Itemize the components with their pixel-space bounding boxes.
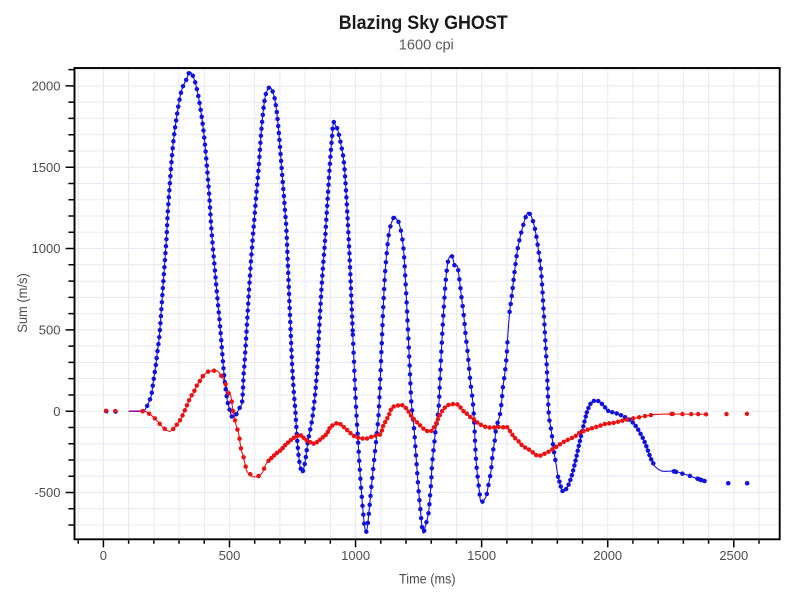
svg-text:2500: 2500 [719,548,748,563]
svg-text:500: 500 [39,323,61,338]
svg-text:500: 500 [219,548,241,563]
svg-text:Sum (m/s): Sum (m/s) [14,273,30,333]
svg-text:Blazing Sky GHOST: Blazing Sky GHOST [339,12,508,34]
svg-text:1000: 1000 [341,548,370,563]
svg-text:2000: 2000 [593,548,622,563]
svg-text:-500: -500 [34,485,60,500]
svg-text:1000: 1000 [32,241,61,256]
svg-text:1500: 1500 [32,160,61,175]
svg-text:0: 0 [53,404,60,419]
svg-text:2000: 2000 [32,79,61,94]
svg-text:Time (ms): Time (ms) [399,570,456,586]
svg-text:1600 cpi: 1600 cpi [399,38,454,54]
svg-text:0: 0 [100,548,107,563]
svg-text:1500: 1500 [467,548,496,563]
